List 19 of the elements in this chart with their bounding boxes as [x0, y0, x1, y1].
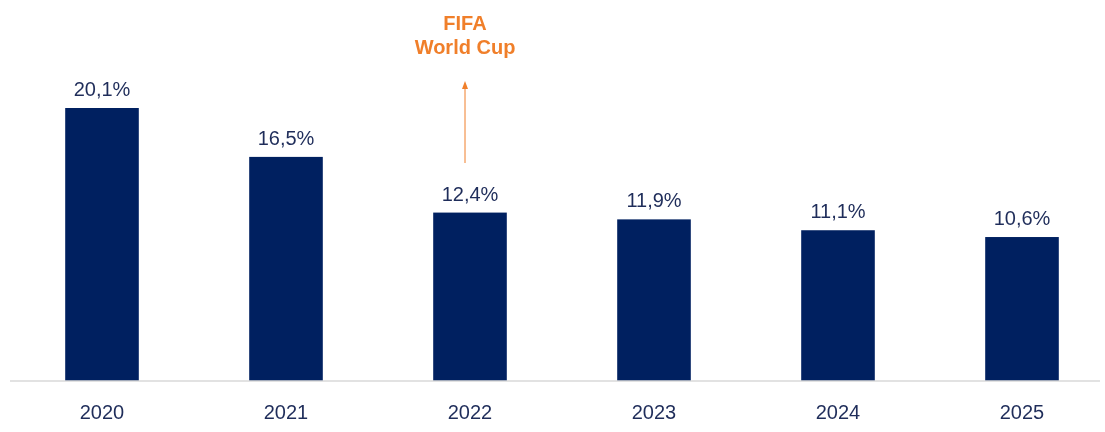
data-label: 11,9%	[626, 189, 682, 212]
data-label: 20,1%	[73, 78, 131, 100]
x-tick-label: 2022	[447, 401, 493, 423]
bar	[65, 108, 139, 381]
x-tick-label: 2025	[999, 401, 1045, 423]
bar	[249, 156, 323, 381]
x-tick-label: 2021	[263, 401, 309, 423]
data-label: 12,4%	[441, 182, 499, 205]
x-tick-label: 2020	[79, 401, 125, 423]
bar	[985, 237, 1059, 381]
bar	[433, 212, 507, 381]
text: FIFA World Cup	[414, 12, 516, 58]
x-tick-label: 2024	[815, 401, 861, 423]
bar	[801, 230, 875, 381]
bar	[617, 219, 691, 381]
data-label: 10,6%	[993, 207, 1051, 230]
data-label: 11,1%	[810, 200, 866, 223]
data-label: 16,5%	[257, 126, 315, 149]
x-tick-label: 2023	[631, 401, 677, 423]
